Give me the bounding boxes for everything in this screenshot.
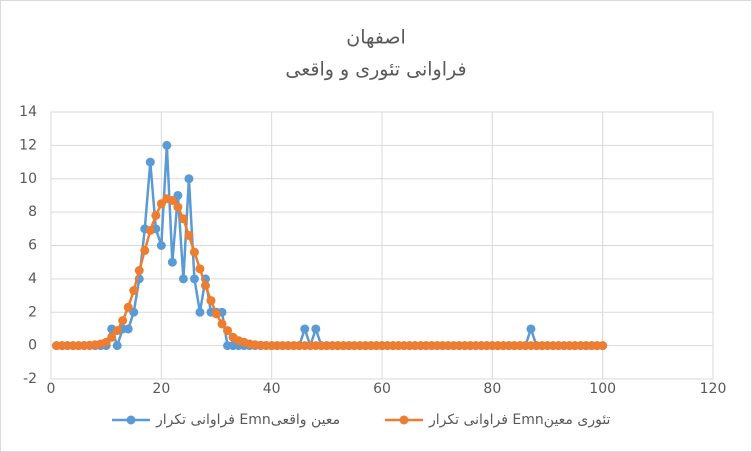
point (129, 286, 139, 296)
point (156, 241, 166, 250)
x-tick-label: 40 (263, 381, 281, 397)
x-tick-label: 20 (152, 381, 170, 397)
point (206, 296, 216, 306)
point (200, 281, 210, 291)
x-tick-label: 80 (483, 381, 501, 397)
point (526, 324, 536, 334)
x-tick-label: 100 (589, 381, 616, 397)
y-tick-label: 4 (28, 271, 37, 287)
x-tick-label: 120 (700, 381, 727, 397)
y-tick-label: 8 (28, 204, 37, 220)
y-tick-label: 12 (19, 137, 37, 153)
point (167, 195, 177, 205)
point (123, 324, 133, 334)
series (52, 194, 608, 351)
point (118, 316, 128, 326)
legend-label: فراوانی تکرار Emnمعین واقعی (155, 412, 340, 428)
chart-subtitle: فراوانی تئوری و واقعی (285, 59, 466, 81)
point (223, 326, 233, 336)
y-tick-label: 0 (28, 338, 37, 354)
point (178, 214, 188, 224)
y-tick-label: 14 (19, 104, 37, 120)
x-tick-label: 60 (373, 381, 391, 397)
y-tick-label: 2 (28, 304, 37, 320)
y-tick-label: 10 (19, 171, 37, 187)
legend-marker (399, 415, 409, 425)
point (195, 264, 205, 274)
point (151, 210, 161, 220)
point (134, 266, 144, 276)
point (145, 157, 155, 167)
point (311, 324, 321, 334)
point (300, 324, 310, 334)
point (212, 309, 221, 319)
point (140, 246, 150, 256)
chart-title: اصفهان (346, 27, 406, 49)
point (217, 319, 227, 329)
point (162, 140, 172, 150)
legend-marker (126, 415, 136, 425)
point (112, 341, 122, 351)
point (184, 174, 194, 184)
x-tick-label: 0 (47, 381, 56, 397)
point (173, 202, 183, 212)
legend-label: فراوانی تکرار Emnتئوری معین (428, 412, 611, 428)
point (145, 225, 155, 235)
y-tick-label: -2 (23, 371, 37, 387)
point (123, 302, 133, 312)
point (167, 257, 177, 267)
point (107, 332, 117, 342)
point (178, 274, 188, 284)
y-tick-label: 6 (28, 238, 37, 254)
point (189, 274, 199, 284)
point (112, 326, 122, 336)
point (195, 307, 205, 317)
point (189, 247, 199, 257)
point (598, 341, 608, 351)
point (184, 230, 194, 240)
